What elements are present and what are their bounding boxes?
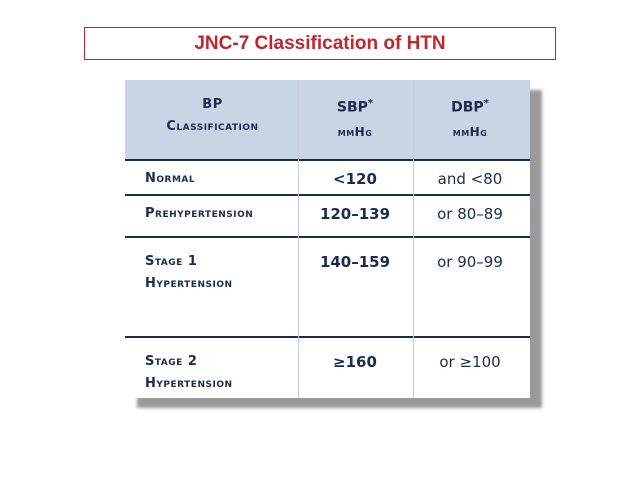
row-label: Normal [145,171,196,186]
row-label: Stage 2 [145,354,198,369]
cell: 140–159 [319,253,391,271]
table: BP Classification SBP* mmHg DBP* mmHg Normal <1… [125,80,530,398]
header-mark: * [483,98,489,109]
cell: Normal [145,168,195,190]
cell: Stage 2 Hypertension [145,351,233,395]
cell: 120–139 [319,205,391,223]
row-rule [125,194,530,196]
header-text: Classification [166,119,259,134]
header-label: DBP [451,99,484,116]
cell: or 90–99 [437,253,503,271]
header-line: SBP* [300,92,410,120]
row-label: Prehypertension [145,206,254,221]
cell: <120 [333,170,377,188]
row-label: Hypertension [145,376,233,391]
row-label: Hypertension [145,276,233,291]
header-background [125,80,530,160]
header-line: DBP* [415,92,525,120]
column-rule [298,80,299,398]
header-cell: BP Classification [125,94,300,138]
cell: and <80 [437,170,503,188]
header-text: BP [202,97,223,112]
cell: ≥160 [333,353,377,371]
cell: or ≥100 [439,353,501,371]
row-rule [125,336,530,338]
row-rule [125,236,530,238]
header-unit: mmHg [452,124,488,139]
header-mark: * [367,98,374,109]
cell: Stage 1 Hypertension [145,251,233,295]
title: JNC-7 Classification of HTN [84,27,556,60]
header-cell: DBP* mmHg [415,92,525,144]
header-unit: mmHg [337,124,373,139]
cell: Prehypertension [145,203,253,225]
cell: or 80–89 [437,205,503,223]
header-cell: SBP* mmHg [300,92,410,144]
header-label: SBP [336,99,368,116]
column-rule [413,80,414,398]
row-rule [125,159,530,161]
row-label: Stage 1 [145,254,198,269]
